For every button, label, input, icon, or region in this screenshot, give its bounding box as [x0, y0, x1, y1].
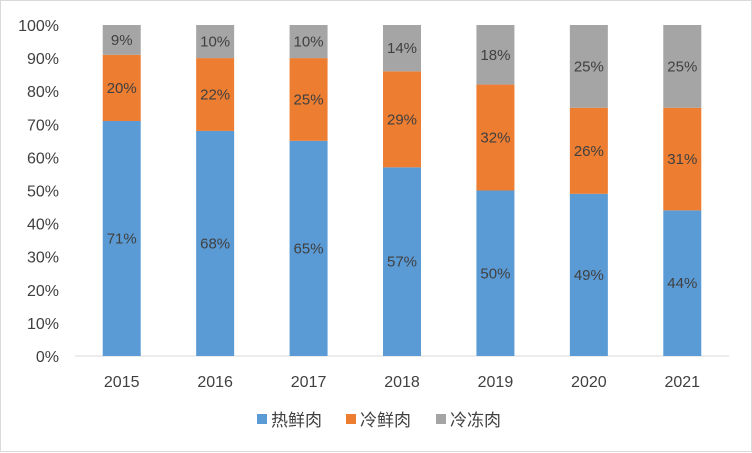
legend: 热鲜肉 冷鲜肉 冷冻肉	[257, 411, 501, 430]
x-tick-label: 2019	[478, 374, 514, 391]
data-label: 10%	[200, 34, 230, 51]
bar-segment	[663, 25, 702, 108]
y-tick-label: 10%	[27, 316, 59, 333]
legend-label: 冷鲜肉	[360, 411, 411, 430]
y-tick-label: 40%	[27, 217, 59, 234]
bar-segment	[569, 193, 608, 356]
bar-segment	[663, 210, 702, 356]
bar-segment	[569, 25, 608, 108]
data-label: 71%	[107, 230, 137, 247]
bar-segment	[476, 190, 515, 356]
y-tick-label: 70%	[27, 117, 59, 134]
x-tick-label: 2018	[384, 374, 420, 391]
x-tick-label: 2016	[197, 374, 233, 391]
data-label: 32%	[480, 130, 510, 147]
data-label: 57%	[387, 254, 417, 271]
bar-segment	[102, 120, 141, 357]
bar-segment	[196, 58, 235, 131]
bar-segment	[102, 54, 141, 121]
legend-label: 热鲜肉	[271, 411, 322, 430]
legend-swatch	[346, 414, 356, 424]
y-axis-ticks: 0% 10% 20% 30% 40% 50% 60% 70% 80% 90% 100%	[18, 18, 59, 366]
x-tick-label: 2015	[104, 374, 140, 391]
data-label: 25%	[667, 58, 697, 75]
data-label: 31%	[667, 151, 697, 168]
bar-segment	[289, 140, 328, 356]
y-tick-label: 90%	[27, 51, 59, 68]
data-label: 50%	[480, 265, 510, 282]
data-label: 65%	[294, 240, 324, 257]
y-tick-label: 80%	[27, 84, 59, 101]
y-tick-label: 50%	[27, 184, 59, 201]
bar-segment	[196, 130, 235, 356]
legend-swatch	[257, 414, 267, 424]
bar-segment	[289, 25, 328, 59]
y-tick-label: 0%	[36, 349, 59, 366]
data-label: 14%	[387, 40, 417, 57]
data-label: 44%	[667, 275, 697, 292]
data-label: 10%	[294, 34, 324, 51]
data-label: 68%	[200, 235, 230, 252]
data-label: 22%	[200, 87, 230, 104]
data-label: 26%	[574, 143, 604, 160]
x-tick-label: 2021	[664, 374, 700, 391]
bars: 71% 20% 9% 68% 22% 10% 65% 25% 10% 57% 29% 14% 50% 32…	[102, 25, 702, 357]
bar-segment	[196, 25, 235, 59]
bar-segment	[383, 25, 421, 72]
data-label: 49%	[574, 267, 604, 284]
bar-segment	[663, 107, 702, 211]
y-tick-label: 30%	[27, 250, 59, 267]
x-axis-ticks: 2015 2016 2017 2018 2019 2020 2021	[104, 374, 700, 391]
x-tick-label: 2017	[291, 374, 327, 391]
bar-segment	[569, 107, 608, 194]
bar-segment	[476, 25, 515, 85]
bar-segment	[476, 84, 515, 191]
data-label: 25%	[574, 58, 604, 75]
legend-swatch	[436, 414, 446, 424]
y-tick-label: 60%	[27, 150, 59, 167]
y-tick-label: 20%	[27, 283, 59, 300]
x-tick-label: 2020	[571, 374, 607, 391]
legend-label: 冷冻肉	[450, 411, 501, 430]
data-label: 20%	[107, 80, 137, 97]
bar-segment	[102, 25, 141, 55]
data-label: 9%	[111, 32, 133, 49]
data-label: 25%	[294, 91, 324, 108]
data-label: 29%	[387, 111, 417, 128]
bar-segment	[383, 71, 421, 168]
data-label: 18%	[480, 47, 510, 64]
bar-segment	[289, 58, 328, 141]
y-tick-label: 100%	[18, 18, 59, 35]
bar-segment	[383, 167, 421, 356]
